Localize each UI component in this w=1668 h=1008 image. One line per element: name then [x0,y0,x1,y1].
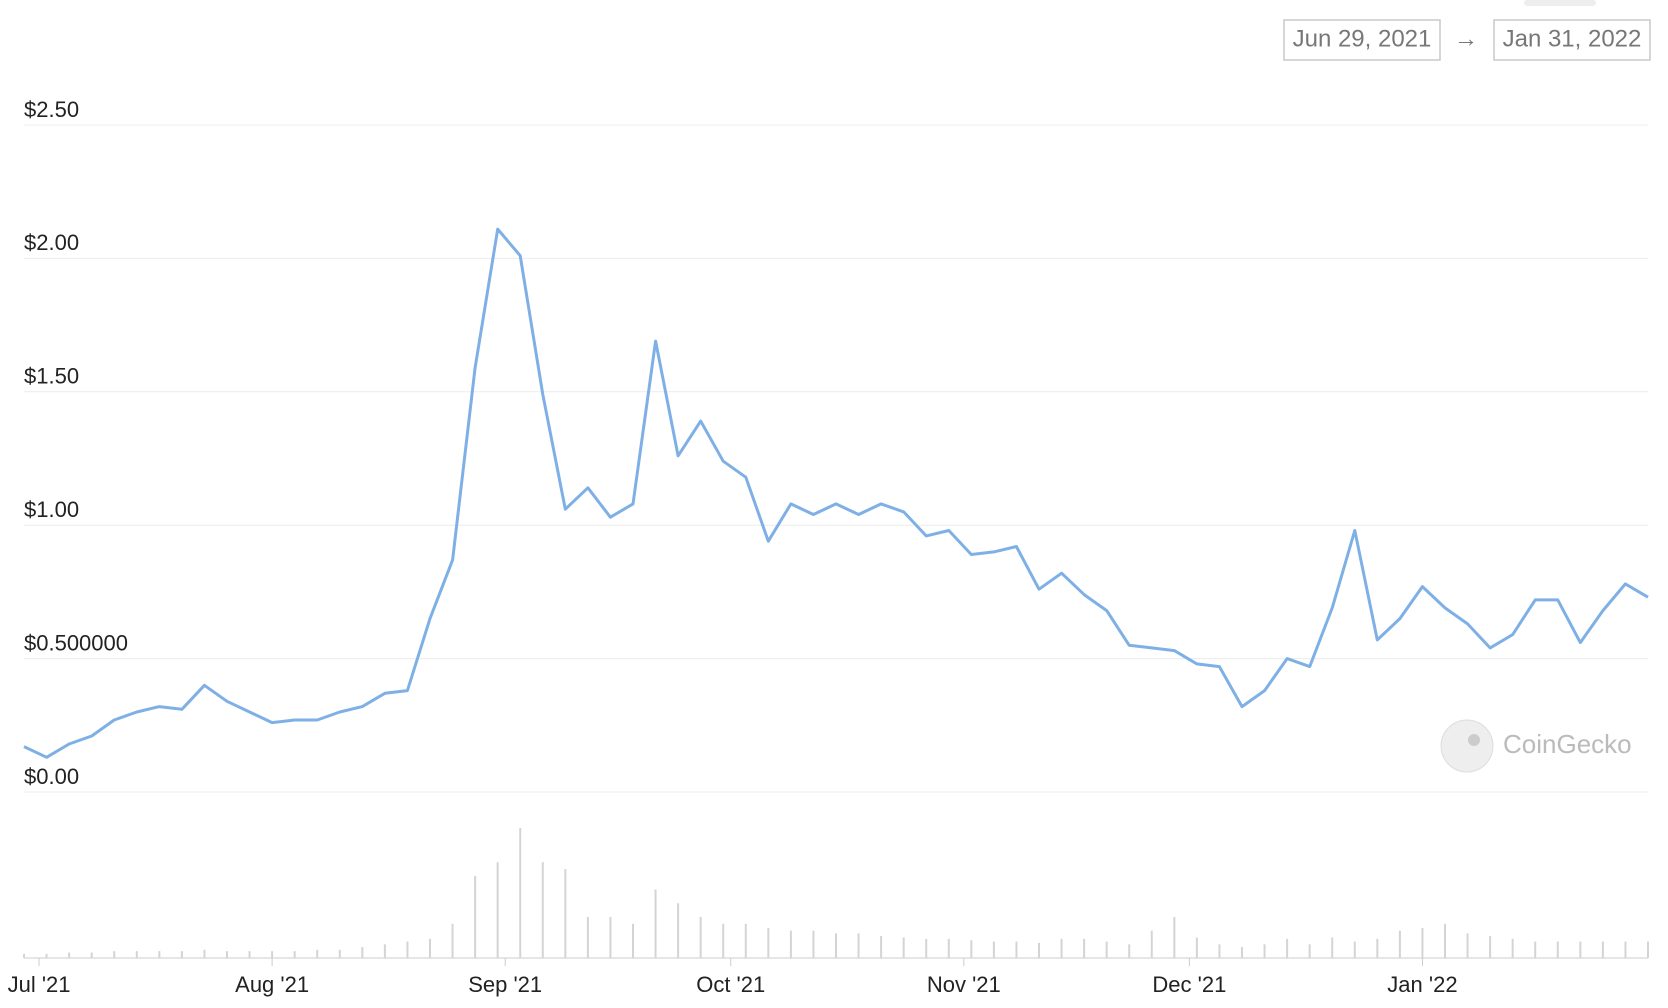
x-tick-label: Jul '21 [8,972,71,997]
volume-bar [226,951,228,958]
y-tick-label: $0.00 [24,764,79,789]
volume-bar [180,951,183,958]
volume-bar [1601,941,1604,958]
watermark-text: CoinGecko [1503,729,1632,759]
x-tick-label: Aug '21 [235,972,309,997]
x-tick-label: Nov '21 [927,972,1001,997]
volume-bar [23,953,25,958]
volume-bar [1150,930,1153,958]
volume-bar [451,923,454,958]
volume-bar [158,951,161,958]
y-tick-label: $1.00 [24,497,79,522]
volume-bar [316,949,319,958]
watermark: CoinGecko [1440,719,1632,773]
volume-bar [857,933,860,958]
volume-bar [474,875,477,958]
volume-bar [789,930,792,958]
volume-bar [68,952,71,958]
volume-bar [564,869,567,958]
volume-bar [135,951,138,958]
volume-bar [1195,937,1198,958]
volume-bar [902,937,905,958]
volume-bar [496,862,499,958]
volume-bar [1038,942,1040,958]
tab [1524,0,1596,6]
volume-bar [1218,944,1221,958]
volume-bar [1128,944,1131,958]
volume-bar [271,951,274,958]
volume-bar [586,916,589,958]
volume-bar [90,952,93,958]
volume-bar [1624,941,1627,958]
volume-bar [541,862,544,958]
volume-bar [1060,938,1063,958]
arrow: → [1454,25,1478,52]
volume-bar [1308,944,1311,958]
date-start-box[interactable] [1283,19,1441,61]
volume-bar [1376,938,1379,958]
volume-bar [519,828,522,958]
volume-bar [1444,923,1446,958]
y-tick-label: $1.50 [24,364,79,389]
volume-bar [45,953,48,958]
y-tick-label: $2.50 [24,97,79,122]
volume-bar [1353,941,1356,958]
volume-bar [925,938,928,958]
volume-bar [1647,941,1649,958]
volume-bar [293,951,296,958]
volume-bar [835,933,837,958]
volume-bar [1489,936,1492,958]
volume-bar [1105,941,1108,958]
volume-bar [406,941,409,958]
volume-bar [1015,941,1018,958]
volume-bar [632,923,634,958]
volume-bar [203,949,206,958]
volume-bar [1331,937,1334,958]
volume-bar [880,936,883,958]
volume-bar [248,951,251,958]
volume-bar [113,951,116,958]
date-start[interactable]: Jun 29, 2021 [1293,25,1432,52]
x-tick-label: Sep '21 [468,972,542,997]
x-tick-label: Jan '22 [1387,972,1457,997]
price-line [23,227,1649,759]
volume-bar [677,903,680,958]
volume-bar [812,930,815,958]
volume-bar [1421,927,1424,958]
volume-bar [1556,941,1559,958]
volume-bar [767,927,770,958]
volume-bar [699,916,702,958]
volume-bar [744,923,747,958]
volume-bar [1398,930,1401,958]
volume-bar [1241,947,1243,958]
volume-bar [1083,938,1086,958]
volume-bar [609,916,612,958]
volume-bar [1173,916,1176,958]
volume-bar [970,940,973,958]
volume-bar [338,949,341,958]
volume-bar [1511,938,1514,958]
volume-bar [1579,941,1582,958]
date-end[interactable]: Jan 31, 2022 [1503,25,1642,52]
volume-bar [1263,944,1266,958]
volume-bar [654,889,657,958]
watermark-eye [1468,734,1480,746]
x-tick-label: Oct '21 [696,972,765,997]
volume-bar [1534,941,1537,958]
volume-bar [1286,938,1289,958]
volume-bar [383,944,386,958]
watermark-logo [1440,719,1494,773]
x-tick-label: Dec '21 [1152,972,1226,997]
y-tick-label: $2.00 [24,230,79,255]
volume-bar [361,947,364,958]
volume-bar [992,941,995,958]
volume-bar [429,938,431,958]
volume-bar [947,938,950,958]
date-end-box[interactable] [1493,19,1651,61]
y-tick-label: $0.500000 [24,630,128,655]
volume-bar [722,923,725,958]
volume-bar [1466,933,1469,958]
